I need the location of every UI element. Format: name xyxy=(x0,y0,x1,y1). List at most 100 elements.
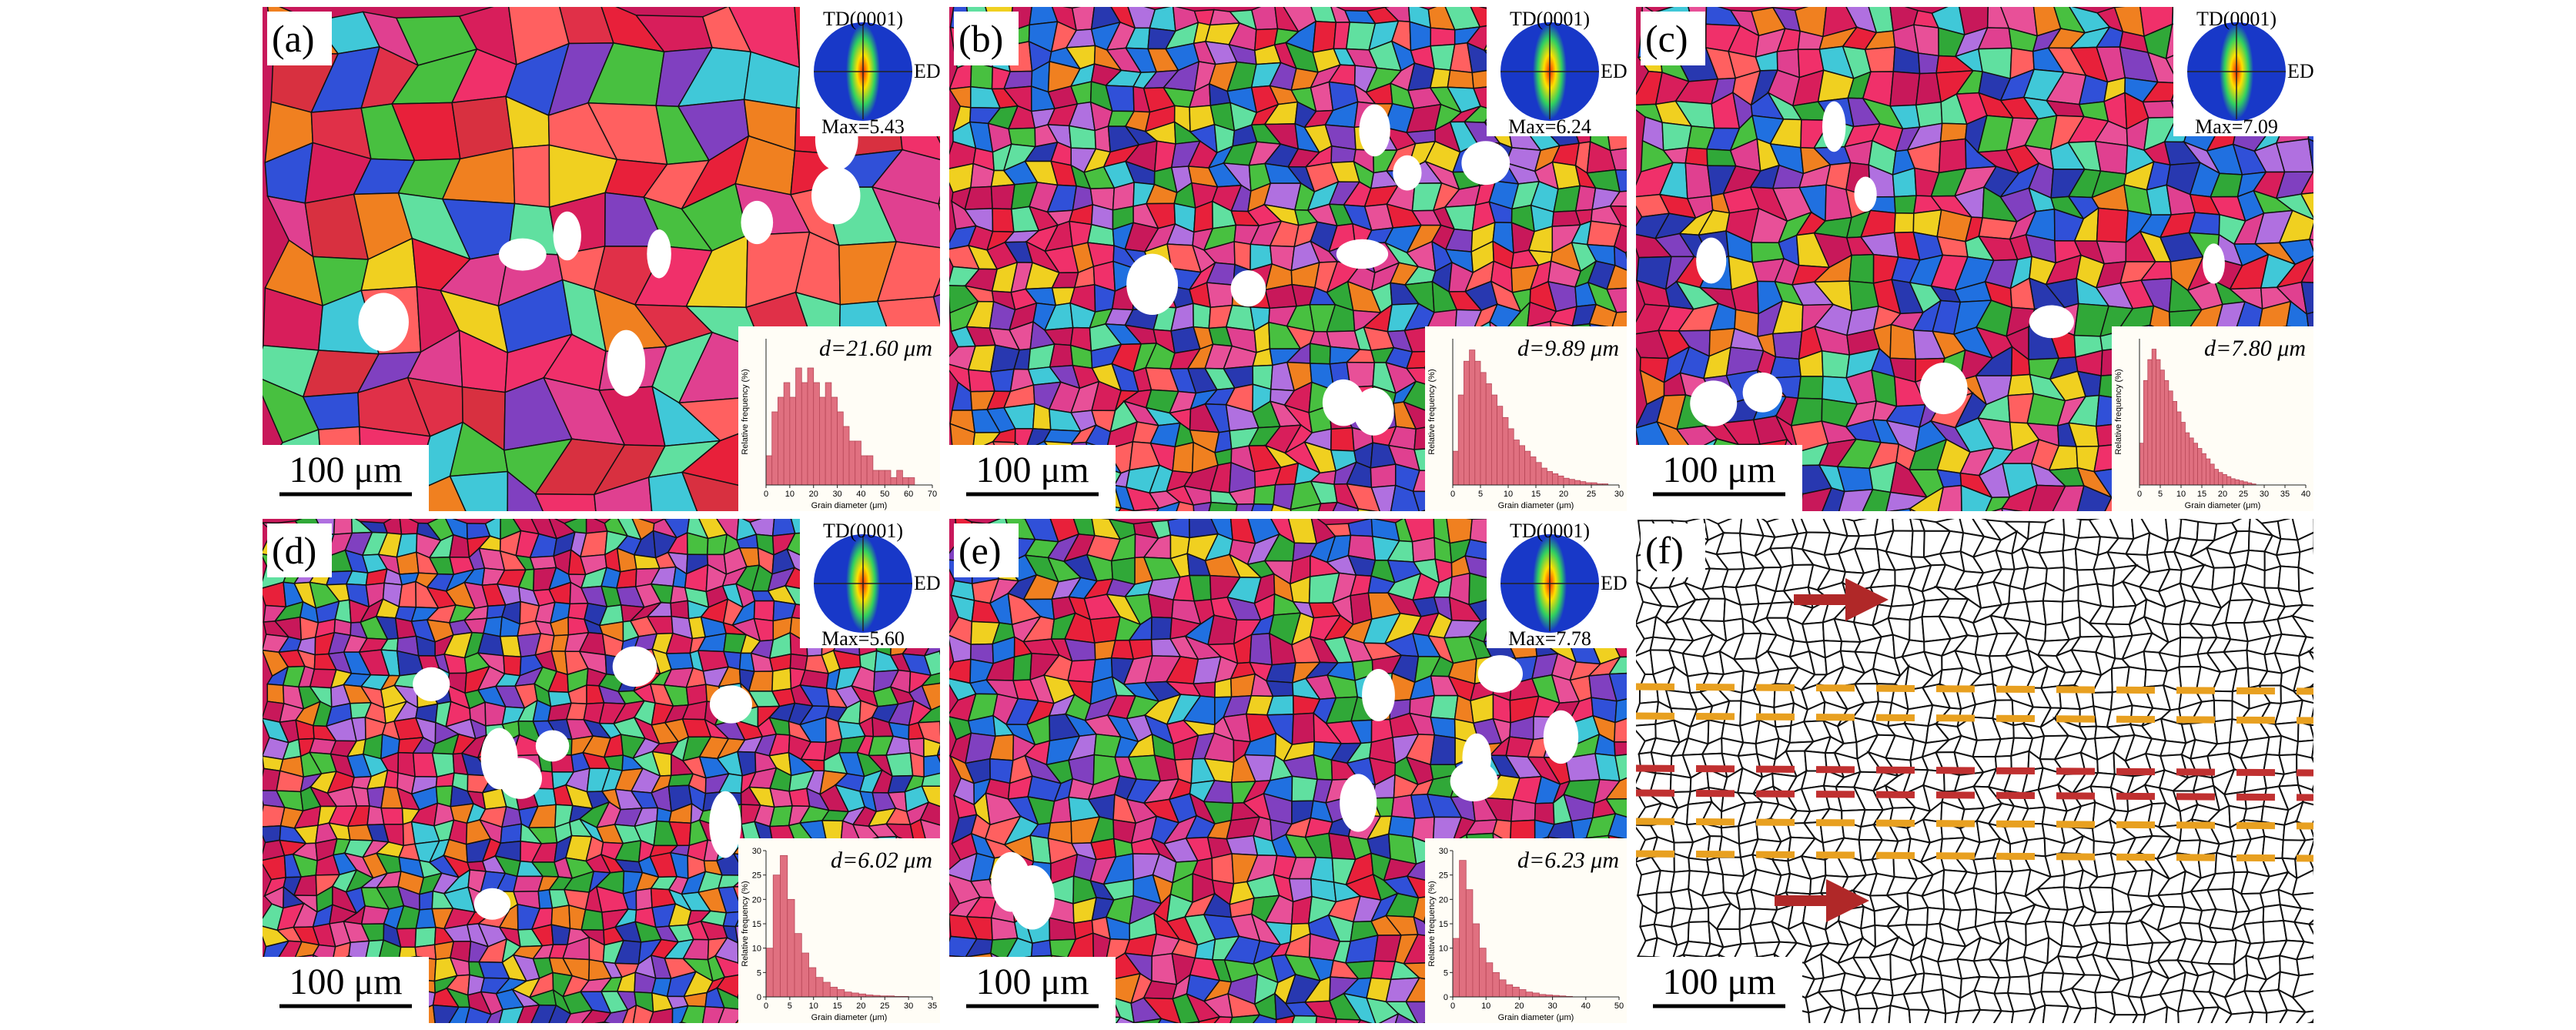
histogram-bar xyxy=(1459,860,1467,998)
grain xyxy=(1330,145,1357,164)
grain xyxy=(789,653,808,671)
pole-max: Max=5.60 xyxy=(821,627,905,650)
grain xyxy=(1184,1021,1200,1023)
histogram-bar xyxy=(861,455,868,486)
grain xyxy=(1270,503,1292,511)
histogram-bar xyxy=(815,977,824,998)
histogram-bar xyxy=(1525,992,1534,998)
grain xyxy=(665,652,694,671)
histogram-bar xyxy=(801,382,808,486)
histogram-bar xyxy=(813,382,820,486)
histogram-bar xyxy=(866,455,874,486)
grain xyxy=(916,705,940,724)
x-tick-label: 15 xyxy=(832,1002,841,1011)
grain xyxy=(2326,69,2352,101)
histogram-bar xyxy=(1457,394,1464,486)
histogram-bar xyxy=(1452,938,1460,998)
grain xyxy=(1606,287,1627,313)
histogram-bar xyxy=(896,470,903,486)
grain xyxy=(2309,707,2313,727)
grain xyxy=(580,908,604,931)
y-tick-label: 10 xyxy=(1439,945,1448,954)
grain xyxy=(565,1009,594,1023)
mean-size: d=21.60 μm xyxy=(819,336,932,361)
grain xyxy=(1661,122,1693,152)
label-box xyxy=(954,523,1019,577)
grain xyxy=(2007,373,2035,396)
grain xyxy=(2308,239,2313,252)
grain xyxy=(1253,483,1276,506)
x-tick-label: 30 xyxy=(1614,490,1624,499)
histogram-bar xyxy=(2218,472,2223,486)
grain xyxy=(1960,484,1993,511)
grain xyxy=(1992,507,2003,511)
grain xyxy=(871,186,940,249)
x-tick-label: 70 xyxy=(928,490,937,499)
grain xyxy=(1198,1015,1222,1023)
grain xyxy=(1250,7,1279,31)
grain xyxy=(1889,323,1917,360)
grain xyxy=(2001,507,2023,511)
grain xyxy=(2042,600,2064,626)
y-axis-label: Relative frequency (%) xyxy=(1427,881,1437,966)
histogram-bar xyxy=(780,854,788,998)
y-tick-label: 0 xyxy=(1444,993,1448,1002)
x-tick-label: 30 xyxy=(904,1002,913,1011)
histogram-bar xyxy=(778,396,785,486)
x-tick-label: 0 xyxy=(2137,490,2142,499)
pole-axis-label: ED xyxy=(1601,60,1628,82)
grain xyxy=(383,519,403,535)
grain xyxy=(921,785,940,808)
unindexed-area xyxy=(1690,380,1738,426)
panel-label: (d) xyxy=(272,529,316,572)
grain xyxy=(632,1004,654,1023)
histogram-bar xyxy=(2176,411,2182,486)
grain xyxy=(938,202,940,212)
grain xyxy=(1938,138,1967,174)
histogram-bar xyxy=(2139,443,2144,486)
y-tick-label: 25 xyxy=(1439,871,1448,881)
histogram-bar xyxy=(1480,372,1487,486)
mean-size: d=6.23 μm xyxy=(1517,848,1619,873)
grain xyxy=(1429,68,1451,89)
grain xyxy=(1012,652,1032,681)
histogram-bar xyxy=(1502,416,1509,486)
pole-max: Max=7.09 xyxy=(2195,115,2278,138)
grain xyxy=(1411,537,1436,563)
histogram-bar xyxy=(1512,986,1520,998)
grain-map xyxy=(263,519,940,1030)
grain xyxy=(2335,490,2363,515)
histogram-bar xyxy=(765,455,773,486)
grain xyxy=(1735,584,1760,606)
grain xyxy=(1909,486,1945,511)
grain xyxy=(436,1025,450,1030)
grain xyxy=(932,277,940,298)
grain xyxy=(585,519,608,534)
unindexed-area xyxy=(473,888,511,920)
scale-box xyxy=(263,445,429,511)
unindexed-area xyxy=(499,238,547,271)
histogram-bar xyxy=(2143,380,2149,486)
grain xyxy=(2327,283,2360,313)
grain xyxy=(2333,32,2354,55)
grain xyxy=(753,600,775,622)
histogram-bar xyxy=(1505,984,1514,998)
x-tick-label: 20 xyxy=(856,1002,865,1011)
x-tick-label: 20 xyxy=(1514,1002,1524,1011)
grain xyxy=(1370,484,1397,511)
grain xyxy=(990,183,1015,210)
histogram-bar xyxy=(2222,474,2227,486)
histogram-bar xyxy=(2197,448,2203,486)
grain xyxy=(1290,503,1322,511)
grain xyxy=(1614,245,1627,271)
grain xyxy=(923,754,940,778)
grain xyxy=(2327,255,2355,289)
grain xyxy=(919,818,940,844)
x-tick-label: 35 xyxy=(2280,490,2290,499)
histogram-bar xyxy=(902,477,909,486)
y-axis-label: Relative frequency (%) xyxy=(2114,369,2123,454)
grain xyxy=(1312,20,1337,54)
grain xyxy=(1607,656,1627,675)
